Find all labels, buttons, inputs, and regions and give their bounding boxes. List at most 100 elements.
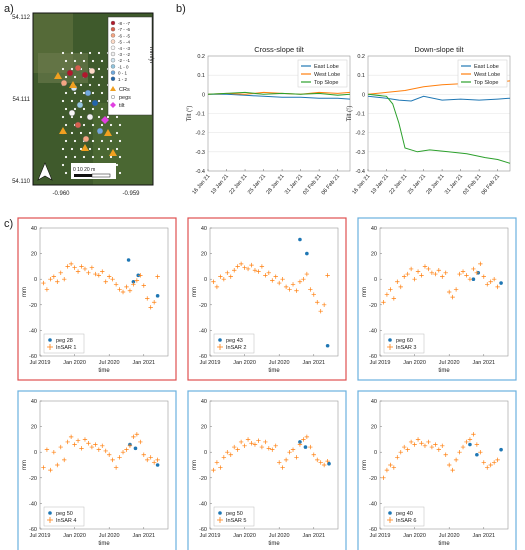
map-peg-dot	[61, 163, 65, 167]
map-legend-swatch	[110, 45, 116, 50]
insar-point	[280, 277, 285, 282]
map-tilt-marker	[101, 116, 109, 124]
timeseries-legend-label: peg 50	[226, 511, 243, 517]
insar-point	[82, 266, 88, 272]
insar-point	[422, 264, 428, 269]
map-peg-dot	[118, 155, 122, 159]
insar-point	[290, 282, 296, 287]
insar-point	[276, 280, 282, 286]
insar-point	[440, 274, 445, 279]
insar-point	[453, 287, 459, 292]
insar-point	[242, 443, 247, 448]
map-peg-dot	[91, 123, 95, 127]
timeseries-x-tick-label: Jan 2020	[233, 360, 256, 366]
insar-point	[408, 439, 414, 445]
tilt-x-tick-label: 25 Jan 21	[407, 173, 427, 195]
timeseries-y-tick-label: 0	[204, 450, 207, 456]
timeseries-y-tick-label: 40	[201, 399, 207, 405]
map-insar-point	[81, 71, 89, 79]
insar-point	[228, 452, 233, 457]
timeseries-y-tick-label: -20	[29, 476, 37, 482]
map-scale-bar-dark	[74, 174, 92, 177]
insar-point	[225, 450, 230, 455]
tilt-legend-label: West Lobe	[474, 72, 500, 78]
insar-point	[384, 467, 390, 473]
timeseries-legend-label: peg 28	[56, 338, 73, 344]
insar-point	[256, 269, 261, 274]
map-legend-swatch	[110, 70, 116, 75]
insar-point	[415, 437, 421, 442]
timeseries-legend-label: InSAR 3	[396, 345, 416, 351]
insar-point	[249, 262, 254, 268]
map-peg-dot	[100, 107, 104, 111]
insar-point	[225, 270, 230, 275]
insar-point	[214, 284, 220, 290]
insar-point	[429, 270, 435, 275]
panel-label-b: b)	[176, 3, 186, 15]
insar-point	[457, 450, 462, 455]
insar-point	[127, 288, 133, 293]
insar-point	[96, 447, 102, 452]
insar-point	[138, 273, 143, 278]
timeseries-y-tick-label: -60	[199, 527, 207, 533]
insar-point	[228, 274, 233, 279]
tilt-legend-label: Top Slope	[474, 80, 498, 86]
insar-point	[297, 279, 303, 284]
insar-point	[245, 437, 251, 442]
timeseries-y-tick-label: -60	[369, 527, 377, 533]
timeseries-x-tick-label: Jul 2019	[30, 360, 51, 366]
timeseries-x-tick-label: Jan 2021	[302, 533, 325, 539]
insar-point	[453, 457, 459, 463]
timeseries-axes-frame	[39, 400, 169, 530]
insar-point	[75, 438, 81, 443]
insar-point	[259, 264, 265, 269]
insar-point	[321, 302, 327, 307]
tilt-axes-frame	[207, 55, 351, 172]
timeseries-axes-frame	[209, 227, 339, 357]
insar-point	[304, 271, 310, 277]
map-peg-dot	[91, 139, 95, 143]
peg-point	[131, 279, 136, 284]
timeseries-legend-swatch	[47, 344, 53, 350]
map-cr-triangle	[69, 81, 77, 88]
map-peg-dot	[64, 75, 68, 79]
map-insar-point	[88, 67, 96, 75]
timeseries-legend-swatch	[48, 338, 52, 342]
map-legend-label: -7 - -6	[118, 27, 130, 32]
map-peg-dot	[61, 51, 65, 55]
map-legend-title: mm/yr	[148, 47, 154, 64]
panel-label-c: c)	[4, 218, 14, 230]
map-peg-dot	[70, 67, 74, 71]
insar-point	[294, 288, 299, 293]
map-peg-dot	[64, 59, 68, 63]
tilt-y-axis-label: Tilt (°)	[347, 106, 353, 122]
map-peg-dot	[64, 139, 68, 143]
insar-point	[280, 465, 285, 470]
map-insar-point	[91, 99, 99, 107]
timeseries-y-axis-label: mm	[192, 460, 198, 470]
timeseries-y-tick-label: -60	[29, 354, 37, 360]
map-peg-dot	[61, 115, 65, 119]
tilt-y-tick-label: -0.2	[356, 131, 365, 137]
insar-point	[232, 268, 237, 273]
timeseries-x-tick-label: Jul 2020	[269, 533, 290, 539]
timeseries-y-tick-label: -40	[199, 501, 207, 507]
insar-point	[391, 296, 397, 301]
insar-point	[478, 450, 483, 455]
tilt-y-tick-label: 0	[362, 92, 365, 98]
insar-point	[55, 279, 60, 284]
peg-point	[468, 442, 472, 447]
insar-point	[460, 269, 466, 274]
map-peg-dot	[91, 107, 95, 111]
tilt-x-tick-label: 19 Jan 21	[210, 173, 230, 195]
insar-point	[106, 452, 112, 457]
insar-point	[41, 465, 46, 470]
timeseries-x-tick-label: Jan 2020	[403, 360, 426, 366]
timeseries-y-tick-label: 20	[201, 252, 207, 258]
insar-point	[263, 273, 268, 278]
insar-point	[148, 455, 153, 460]
insar-point	[141, 452, 146, 457]
insar-point	[308, 287, 313, 292]
insar-point	[419, 273, 424, 278]
